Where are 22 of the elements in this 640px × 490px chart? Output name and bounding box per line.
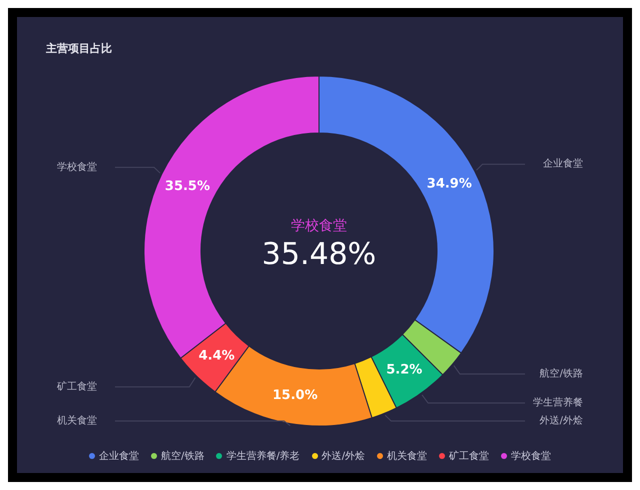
- legend-label: 学生营养餐/养老: [225, 450, 300, 463]
- text: 矿工食堂: [56, 380, 97, 392]
- text: 航空/铁路: [540, 368, 583, 380]
- legend-label: 机关食堂: [386, 450, 428, 463]
- text: 学校食堂: [57, 160, 97, 173]
- data-label: 15.0%: [272, 388, 318, 404]
- text: 企业食堂: [543, 158, 583, 170]
- text: 机关食堂: [57, 414, 97, 426]
- data-label: 5.2%: [386, 362, 422, 378]
- data-label: 35.5%: [164, 178, 210, 194]
- chart-title: 主营项目占比: [46, 41, 112, 56]
- data-label: 34.9%: [426, 176, 472, 192]
- legend-label: 航空/铁路: [160, 450, 204, 463]
- text: 学校食堂: [290, 217, 348, 235]
- data-label: 4.4%: [198, 348, 235, 364]
- legend-label: 外送/外烩: [320, 450, 366, 463]
- text: 35.48%: [260, 237, 378, 272]
- legend-label: 矿工食堂: [448, 450, 490, 463]
- text: 外送/外烩: [540, 414, 583, 426]
- legend-label: 企业食堂: [98, 450, 139, 463]
- legend-label: 学校食堂: [510, 450, 552, 463]
- text: 学生营养餐: [533, 396, 583, 408]
